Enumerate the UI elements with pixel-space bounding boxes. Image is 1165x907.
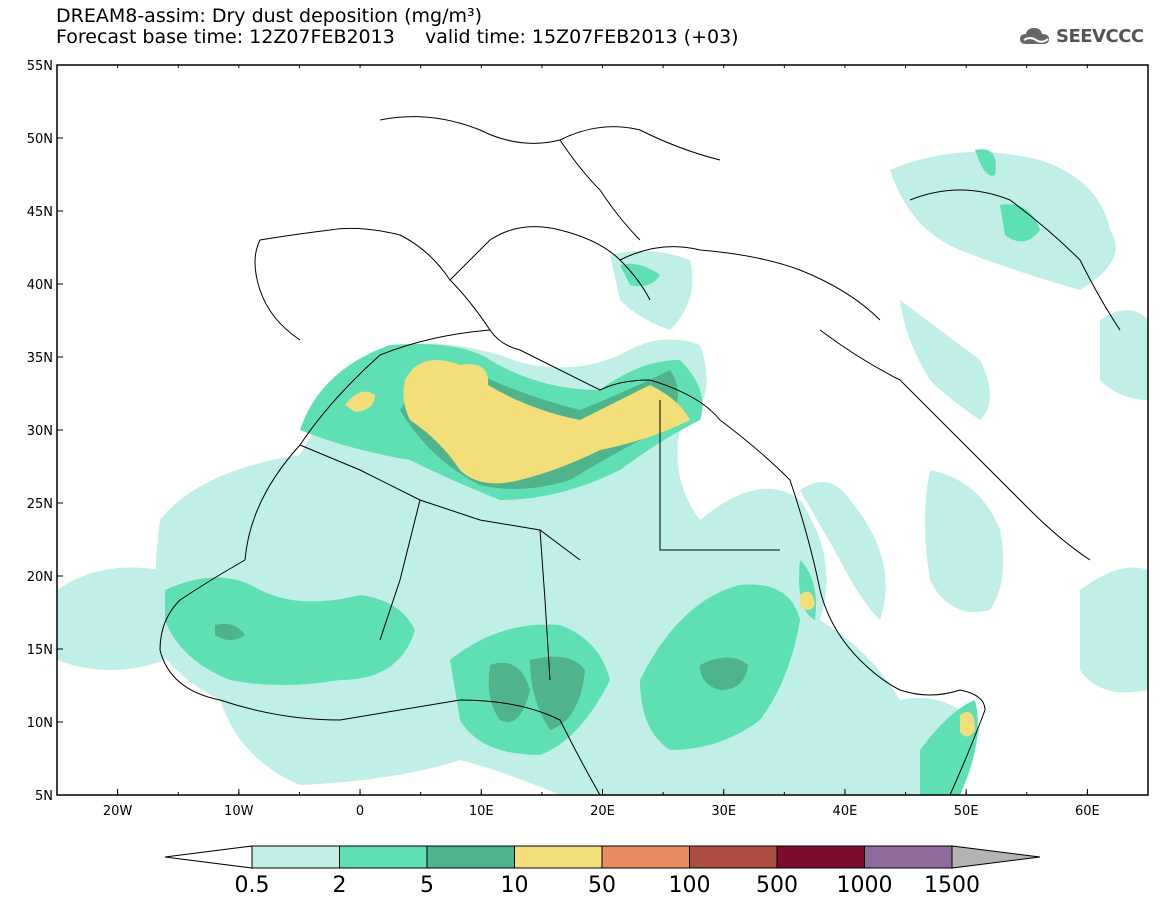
lat-label: 25N (27, 497, 53, 512)
colorbar-segment (689, 845, 778, 869)
colorbar-under-arrow (164, 845, 253, 869)
colorbar-segment (776, 845, 865, 869)
lon-label: 30E (711, 804, 736, 819)
lon-label: 0 (356, 804, 364, 819)
lon-label: 40E (833, 804, 858, 819)
lat-label: 20N (27, 570, 53, 585)
lat-label: 35N (27, 351, 53, 366)
colorbar-segment (601, 845, 690, 869)
lat-label: 50N (27, 132, 53, 147)
lon-label: 20W (103, 804, 133, 819)
lon-label: 50E (954, 804, 979, 819)
longitude-labels: 20W 10W 0 10E 20E 30E 40E 50E 60E (103, 804, 1100, 819)
colorbar-segment (426, 845, 515, 869)
axis-ticks (56, 64, 1149, 796)
lat-label: 30N (27, 424, 53, 439)
lon-label: 20E (590, 804, 615, 819)
lat-label: 10N (27, 716, 53, 731)
lat-label: 15N (27, 643, 53, 658)
colorbar-labels: 0.5 2 5 10 50 100 500 1000 1500 (235, 873, 981, 898)
colorbar-segment (251, 845, 340, 869)
seevccc-logo: SEEVCCC (1018, 24, 1144, 48)
colorbar-label: 100 (669, 873, 711, 898)
lat-label: 5N (35, 789, 53, 804)
cloud-icon (1020, 28, 1049, 44)
logo-text: SEEVCCC (1056, 25, 1144, 47)
dust-map: 55N 50N 45N 40N 35N 30N 25N 20N 15N 10N 5N 20W 10W 0… (27, 59, 1149, 819)
lat-label: 45N (27, 205, 53, 220)
lon-label: 10E (469, 804, 494, 819)
lat-label: 55N (27, 59, 53, 74)
colorbar-label: 1000 (837, 873, 893, 898)
colorbar-label: 5 (420, 873, 434, 898)
lon-label: 60E (1075, 804, 1100, 819)
latitude-labels: 55N 50N 45N 40N 35N 30N 25N 20N 15N 10N 5N (27, 59, 53, 804)
map-title: DREAM8-assim: Dry dust deposition (mg/m³… (56, 5, 483, 27)
colorbar-segment (514, 845, 603, 869)
lon-label: 10W (224, 804, 254, 819)
colorbar-scale (164, 845, 1041, 869)
colorbar-label: 2 (333, 873, 347, 898)
dust-level-10 (345, 360, 975, 737)
dust-field (57, 149, 1148, 795)
lat-label: 40N (27, 278, 53, 293)
colorbar-label: 50 (588, 873, 616, 898)
colorbar-over-arrow (951, 845, 1041, 869)
colorbar-label: 500 (756, 873, 798, 898)
map-subtitle: Forecast base time: 12Z07FEB2013 valid t… (56, 26, 739, 48)
coastlines (159, 116, 1121, 795)
colorbar-label: 10 (501, 873, 529, 898)
colorbar-segment (864, 845, 953, 869)
colorbar-label: 1500 (924, 873, 980, 898)
colorbar-segment (339, 845, 428, 869)
colorbar-label: 0.5 (235, 873, 270, 898)
